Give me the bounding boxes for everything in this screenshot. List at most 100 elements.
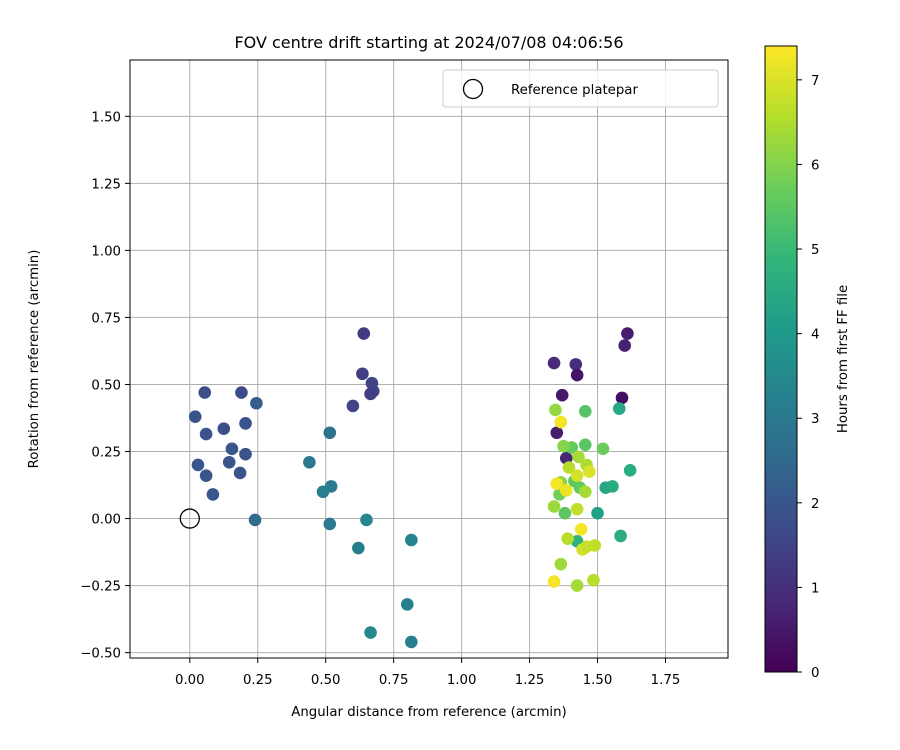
data-point [606,480,619,493]
y-tick-label: −0.25 [80,580,121,595]
data-point [303,455,316,469]
data-point [588,539,602,552]
y-tick-label: 0.25 [91,446,121,461]
colorbar: 0 1 2 3 4 5 6 7 Hours from first FF file [764,45,851,681]
x-tick-label: 1.50 [583,673,613,688]
data-point [323,517,337,531]
data-point [364,626,377,639]
data-point [591,506,604,520]
data-point [587,573,600,587]
data-point [557,439,570,453]
data-point [199,427,213,441]
data-point [570,502,584,516]
y-tick-label: 0.50 [91,378,121,393]
data-point [561,532,574,545]
data-points [179,327,637,649]
y-tick-label: −0.50 [80,647,121,662]
x-axis-ticks: 0.00 0.25 0.50 0.75 1.00 1.25 1.50 1.75 [175,658,680,688]
data-point [222,455,236,469]
data-point [405,635,418,649]
data-point [621,327,634,340]
data-point [357,327,371,340]
data-point [248,513,262,527]
data-point [233,466,247,480]
data-point [346,399,360,413]
data-point [547,356,561,370]
data-point [559,484,573,497]
data-point [550,426,564,440]
colorbar-ticks: 0 1 2 3 4 5 6 7 [797,74,819,681]
data-point [547,500,561,513]
data-point [623,463,637,477]
chart-title: FOV centre drift starting at 2024/07/08 … [234,33,623,52]
x-tick-label: 1.00 [447,673,477,688]
legend: Reference platepar [442,69,719,108]
data-point [615,391,629,405]
grid [130,60,728,658]
x-tick-label: 0.50 [311,673,341,688]
x-tick-label: 1.25 [515,673,545,688]
data-point [583,465,596,478]
data-point [596,442,610,456]
data-point [235,386,248,399]
data-point [217,422,231,436]
colorbar-tick-label: 6 [811,158,819,173]
data-point [570,469,584,482]
reference-platepar-marker [179,508,200,529]
colorbar-tick-label: 7 [811,74,819,89]
colorbar-tick-label: 0 [811,666,819,681]
colorbar-label: Hours from first FF file [836,285,851,433]
data-point [578,438,592,452]
data-point [547,575,561,588]
colorbar-tick-label: 4 [811,328,819,343]
y-tick-label: 0.00 [91,513,121,528]
x-tick-label: 1.75 [651,673,681,688]
data-point [239,447,252,461]
data-point [206,488,220,501]
x-tick-label: 0.75 [379,673,409,688]
y-tick-label: 0.75 [91,311,121,326]
data-point [549,403,562,417]
colorbar-tick-label: 3 [811,412,819,427]
x-tick-label: 0.00 [175,673,205,688]
data-point [323,426,337,440]
x-axis-label: Angular distance from reference (arcmin) [291,705,566,720]
data-point [554,415,568,429]
data-point [562,461,576,474]
data-point [198,386,212,399]
colorbar-tick-label: 2 [811,497,819,512]
data-point [558,506,572,520]
data-point [570,368,584,382]
data-point [316,485,330,499]
data-point [239,417,252,430]
y-tick-label: 1.50 [91,110,121,125]
data-point [555,388,569,402]
data-point [352,541,365,555]
y-tick-label: 1.25 [91,177,121,192]
y-tick-label: 1.00 [91,244,121,259]
colorbar-tick-label: 5 [811,243,819,258]
data-point [356,367,369,381]
data-point [578,485,592,499]
y-axis-label: Rotation from reference (arcmin) [27,250,42,469]
data-point [554,557,568,571]
y-axis-ticks: −0.50 −0.25 0.00 0.25 0.50 0.75 1.00 1.25 1.50 [80,110,130,662]
data-point [614,529,627,543]
data-point [191,458,205,472]
data-point [199,469,213,482]
data-point [618,339,632,352]
data-point [225,442,239,456]
data-point [612,402,626,415]
legend-label: Reference platepar [511,83,638,98]
data-point [569,358,583,371]
plot-frame [129,59,729,659]
colorbar-gradient [764,45,798,673]
legend-box [442,69,719,108]
data-point [250,396,263,410]
data-point [578,404,592,418]
data-point [574,522,588,536]
data-point [364,387,377,401]
x-tick-label: 0.25 [243,673,273,688]
data-point [572,450,585,464]
